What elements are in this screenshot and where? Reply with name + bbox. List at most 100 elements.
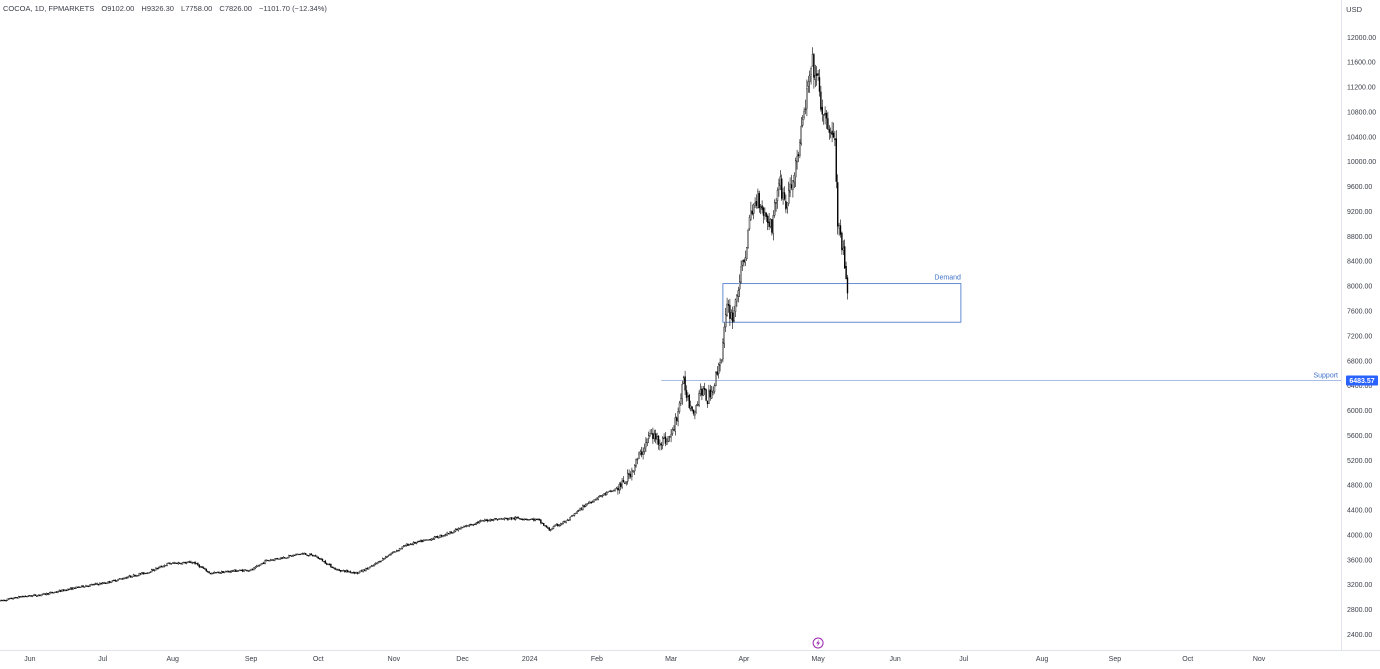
candle-down	[386, 556, 388, 558]
candle-up	[481, 520, 483, 522]
candle-down	[425, 539, 427, 541]
candle-down	[617, 488, 619, 491]
price-tick-label: 7200.00	[1347, 333, 1372, 340]
candle-up	[648, 435, 650, 439]
candle-up	[575, 512, 577, 515]
candle-down	[208, 571, 210, 574]
symbol-label[interactable]: COCOA, 1D, FPMARKETS	[3, 4, 95, 13]
currency-label[interactable]: USD	[1346, 5, 1362, 14]
candle-up	[415, 542, 417, 544]
candle-up	[498, 518, 500, 520]
candle-up	[58, 590, 60, 592]
candle-up	[452, 532, 454, 534]
candle-down	[765, 212, 767, 217]
candle-down	[816, 73, 818, 76]
candle-down	[641, 451, 643, 455]
candle-up	[57, 591, 59, 593]
candle-up	[750, 210, 752, 220]
candle-down	[790, 184, 793, 189]
candle-down	[103, 582, 105, 584]
candle-down	[783, 192, 786, 200]
candle-up	[621, 480, 623, 488]
candle-up	[408, 544, 410, 546]
price-tick-label: 2400.00	[1347, 632, 1372, 639]
candle-up	[702, 388, 704, 396]
candle-down	[652, 432, 654, 439]
candle-up	[806, 88, 808, 109]
candle-down	[338, 569, 340, 571]
candle-down	[604, 493, 606, 495]
candle-up	[211, 572, 213, 575]
demand-zone	[722, 283, 962, 323]
candle-up	[316, 556, 318, 558]
candle-up	[697, 404, 699, 406]
candle-down	[352, 572, 354, 574]
candle-up	[466, 525, 468, 527]
candle-up	[454, 528, 457, 532]
candle-up	[572, 514, 574, 517]
candle-up	[694, 414, 696, 416]
candle-down	[432, 538, 434, 540]
candle-down	[180, 563, 182, 565]
candle-up	[141, 572, 143, 575]
candle-down	[71, 587, 73, 590]
candle-down	[510, 517, 513, 520]
candle-down	[407, 543, 409, 546]
candle-up	[730, 312, 732, 319]
candle-up	[428, 539, 430, 541]
candle-up	[268, 560, 270, 562]
candle-up	[830, 132, 832, 135]
candle-down	[314, 555, 317, 557]
zones-layer: Demand Support	[661, 275, 1341, 381]
candle-up	[594, 499, 597, 501]
candle-down	[557, 524, 559, 526]
candle-up	[442, 535, 444, 537]
candle-down	[263, 562, 265, 564]
candle-down	[218, 571, 220, 574]
time-tick-label: Aug	[1036, 656, 1049, 663]
candle-up	[384, 556, 387, 559]
candle-down	[340, 570, 342, 572]
candle-up	[793, 174, 795, 183]
candle-down	[828, 129, 830, 133]
candle-down	[227, 571, 230, 573]
candle-up	[185, 562, 188, 564]
candle-up	[792, 180, 794, 191]
candle-down	[771, 219, 773, 233]
price-tick-label: 10800.00	[1347, 109, 1376, 116]
candle-down	[169, 562, 171, 564]
candle-down	[767, 215, 769, 224]
candle-down	[526, 519, 528, 521]
candle-down	[326, 563, 328, 565]
candle-up	[72, 587, 75, 590]
candle-up	[162, 566, 164, 568]
candle-down	[16, 597, 18, 599]
candle-up	[726, 303, 728, 316]
candle-up	[258, 565, 261, 567]
candle-down	[660, 443, 662, 446]
candle-up	[43, 593, 45, 595]
candle-up	[811, 54, 814, 67]
candle-up	[110, 581, 112, 584]
candle-down	[125, 577, 128, 579]
low-value: L7758.00	[181, 4, 213, 13]
candle-up	[106, 582, 108, 585]
candle-up	[720, 359, 723, 361]
candle-down	[846, 277, 849, 294]
time-tick-label: Jun	[889, 656, 900, 663]
candle-up	[638, 453, 640, 459]
candle-down	[86, 585, 89, 587]
candle-down	[505, 517, 507, 519]
candle-down	[827, 118, 829, 130]
candle-down	[145, 572, 147, 575]
candle-up	[373, 564, 375, 566]
candle-down	[824, 112, 826, 115]
candle-up	[530, 518, 532, 520]
candle-up	[663, 437, 665, 440]
candle-up	[170, 563, 173, 565]
candle-down	[8, 598, 10, 600]
time-tick-label: Oct	[313, 656, 324, 663]
candle-down	[1, 599, 3, 602]
